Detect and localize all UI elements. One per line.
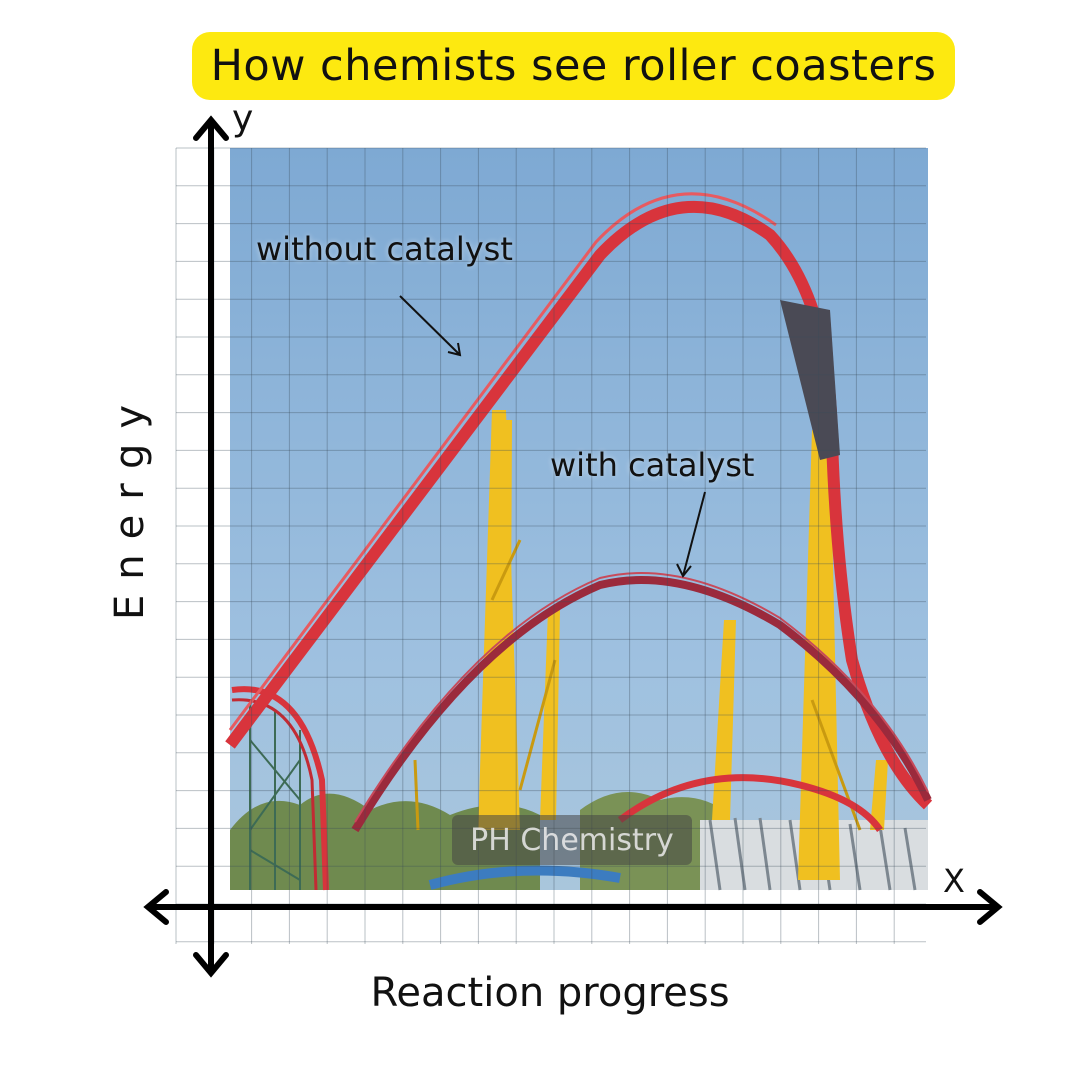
watermark-text: PH Chemistry xyxy=(470,822,674,858)
y-axis-bottom-arrow-icon xyxy=(193,952,229,978)
y-axis-arrow-icon xyxy=(193,115,229,141)
page-title: How chemists see roller coasters xyxy=(210,41,937,91)
x-axis-title: Reaction progress xyxy=(370,970,730,1016)
x-axis-arrow-icon xyxy=(977,889,1003,925)
y-axis-letter: y xyxy=(232,98,254,139)
annotation-with-catalyst: with catalyst xyxy=(550,446,755,484)
x-axis-letter: X xyxy=(943,862,965,900)
without-catalyst-pointer xyxy=(399,295,461,356)
x-axis-left-arrow-icon xyxy=(143,889,169,925)
title-banner: How chemists see roller coasters xyxy=(192,32,955,100)
axes xyxy=(143,115,1003,978)
watermark: PH Chemistry xyxy=(452,815,692,865)
with-catalyst-pointer-head xyxy=(676,563,692,578)
annotation-without-catalyst: without catalyst xyxy=(256,230,513,268)
graph-grid xyxy=(175,147,926,944)
y-axis-title: Energy xyxy=(107,389,153,620)
without-catalyst-pointer-head xyxy=(447,342,462,357)
with-catalyst-pointer xyxy=(682,491,706,577)
